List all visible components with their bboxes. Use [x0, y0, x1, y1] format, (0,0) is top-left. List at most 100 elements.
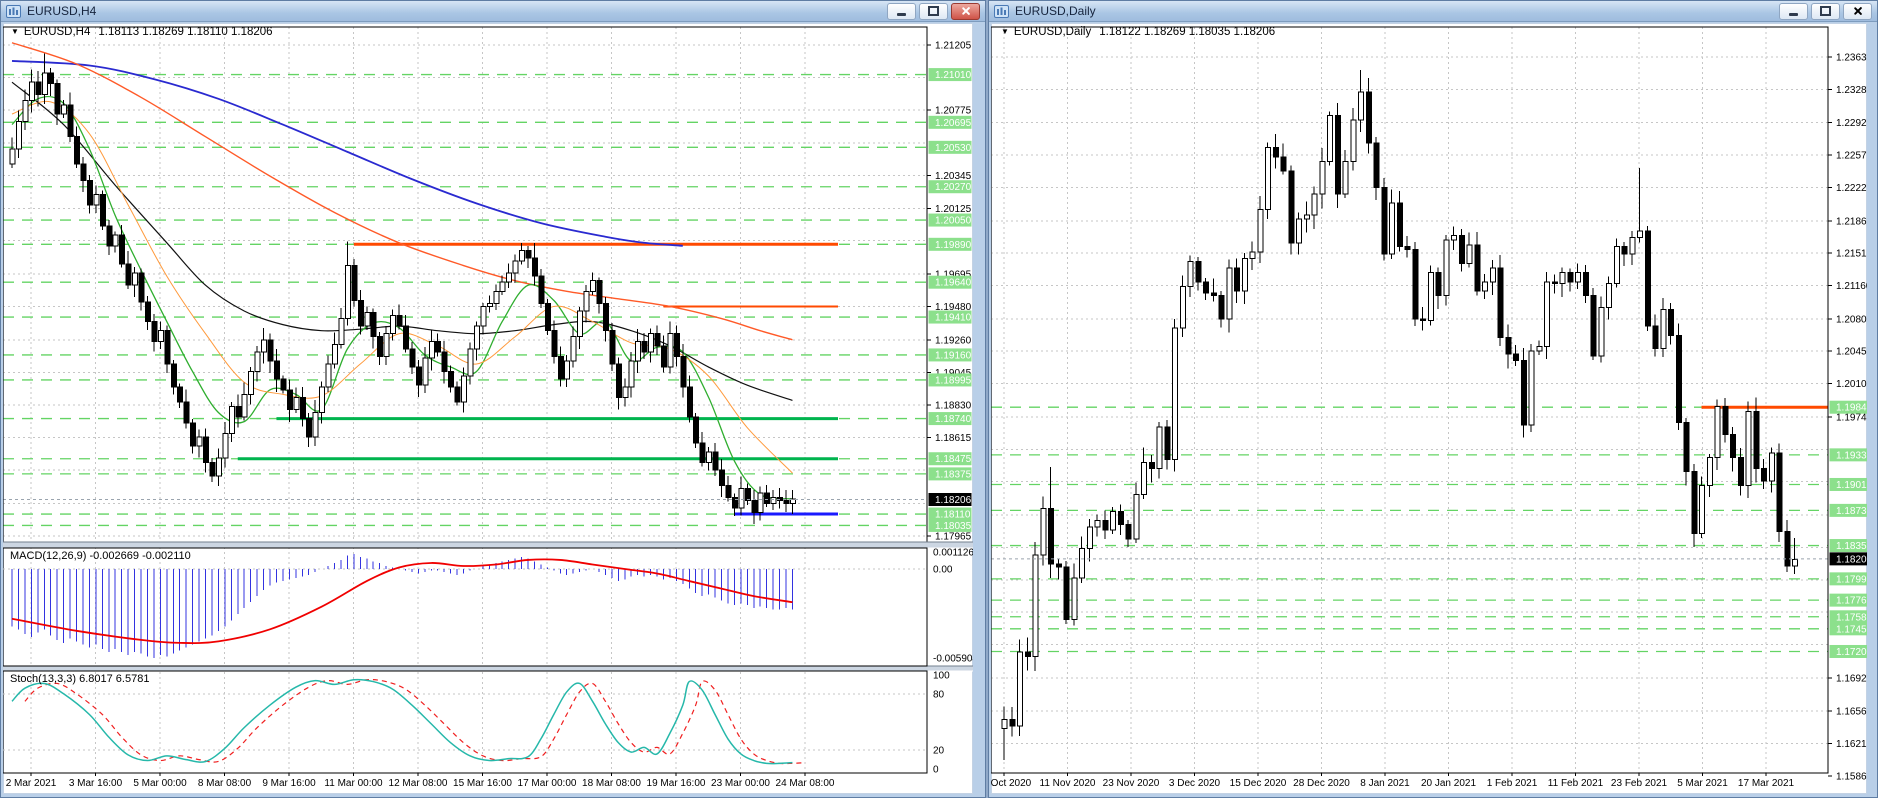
svg-text:0: 0	[933, 765, 939, 776]
ma-red	[11, 42, 793, 341]
chart-canvas-daily[interactable]: 1.23630 1.23280 1.22920 1.22570 1.22220 1.218…	[991, 23, 1867, 794]
level-lines[interactable]	[237, 242, 838, 516]
svg-text:1.19640: 1.19640	[935, 278, 972, 289]
window-eurusd-daily[interactable]: EURUSD,Daily 1.23630 1.23280 1.22920 1.2257…	[988, 0, 1878, 798]
time-axis-label: 3 Mar 16:00	[68, 778, 123, 789]
price-axis: 1.21205 1.20775 1.20345 1.20125 1.19695 1.194…	[927, 41, 973, 776]
time-axis-daily: 30 Oct 2020 11 Nov 2020 23 Nov 2020 3 Dec 2…	[991, 775, 1867, 793]
window-title: EURUSD,Daily	[1015, 4, 1096, 18]
time-axis-label: 1 Feb 2021	[1486, 778, 1538, 789]
time-axis-label: 19 Mar 16:00	[646, 778, 706, 789]
stochastic-pane	[3, 678, 927, 765]
time-axis-label: 30 Oct 2020	[991, 778, 1032, 789]
svg-text:1.19010: 1.19010	[1836, 480, 1867, 491]
svg-text:1.20800: 1.20800	[1836, 314, 1867, 325]
time-axis-label: 28 Dec 2020	[1293, 778, 1350, 789]
svg-text:1.17205: 1.17205	[1836, 647, 1867, 658]
time-axis-label: 17 Mar 2021	[1737, 778, 1795, 789]
svg-text:1.19260: 1.19260	[935, 335, 972, 346]
svg-text:1.21160: 1.21160	[1836, 281, 1867, 292]
time-axis-label: 8 Mar 08:00	[197, 778, 252, 789]
candles-layer	[1001, 69, 1798, 761]
stoch-indicator-label: Stoch(13,3,3) 6.8017 6.5781	[10, 673, 150, 685]
svg-text:1.16920: 1.16920	[1836, 673, 1867, 684]
svg-text:1.18206: 1.18206	[1836, 554, 1867, 565]
svg-text:100: 100	[933, 671, 950, 682]
svg-text:1.18830: 1.18830	[935, 400, 972, 411]
svg-text:1.20345: 1.20345	[935, 171, 972, 182]
svg-text:1.19890: 1.19890	[935, 240, 972, 251]
ohlc-values: 1.18113 1.18269 1.18110 1.18206	[98, 26, 273, 38]
svg-text:1.18475: 1.18475	[935, 454, 972, 465]
ma-blue	[11, 60, 683, 247]
svg-text:1.19045: 1.19045	[935, 368, 972, 379]
time-axis-label: 8 Jan 2021	[1360, 778, 1410, 789]
svg-text:1.20775: 1.20775	[935, 106, 972, 117]
ohlc-values: 1.18122 1.18269 1.18035 1.18206	[1099, 26, 1276, 38]
svg-text:1.19845: 1.19845	[1836, 403, 1867, 414]
restore-button[interactable]	[1811, 2, 1840, 20]
svg-text:1.21205: 1.21205	[935, 41, 972, 52]
time-axis-label: 15 Mar 16:00	[453, 778, 512, 789]
svg-text:1.21010: 1.21010	[935, 70, 972, 81]
chart-symbol-label: EURUSD,H4	[23, 26, 91, 38]
time-axis-label: 11 Feb 2021	[1547, 778, 1604, 789]
svg-text:1.20050: 1.20050	[935, 216, 972, 227]
svg-text:1.15860: 1.15860	[1836, 771, 1867, 782]
dashed-support-levels	[991, 406, 1828, 653]
close-button[interactable]	[951, 2, 980, 20]
svg-text:1.20530: 1.20530	[935, 143, 972, 154]
chart-canvas-h4[interactable]: 1.21205 1.20775 1.20345 1.20125 1.19695 1.194…	[3, 23, 973, 794]
svg-text:80: 80	[933, 689, 945, 700]
symbol-dropdown-arrow[interactable]: ▼	[1001, 27, 1009, 36]
svg-text:1.18206: 1.18206	[935, 495, 972, 506]
ma-black	[11, 81, 793, 401]
svg-text:1.19695: 1.19695	[935, 269, 972, 280]
time-axis-label: 3 Dec 2020	[1168, 778, 1221, 789]
svg-text:1.20100: 1.20100	[1836, 379, 1867, 390]
time-axis-label: 18 Mar 08:00	[582, 778, 641, 789]
time-axis-label: 15 Dec 2020	[1229, 778, 1287, 789]
chart-window-icon	[994, 4, 1009, 18]
vertical-gridlines	[1003, 27, 1767, 776]
svg-text:1.18730: 1.18730	[1836, 506, 1867, 517]
restore-button[interactable]	[919, 2, 948, 20]
symbol-dropdown-arrow[interactable]: ▼	[11, 27, 19, 36]
svg-text:1.20125: 1.20125	[935, 204, 972, 215]
pane-borders	[3, 26, 973, 774]
svg-text:20: 20	[933, 746, 945, 757]
time-axis-label: 12 Mar 08:00	[388, 778, 448, 789]
minimize-button[interactable]	[887, 2, 916, 20]
svg-text:1.20450: 1.20450	[1836, 347, 1867, 358]
svg-text:1.21860: 1.21860	[1836, 216, 1867, 227]
window-eurusd-h4[interactable]: EURUSD,H4 1.21205 1.20775 1.20345 1.20125 1.…	[0, 0, 986, 798]
time-axis-label: 23 Mar 00:00	[711, 778, 770, 789]
titlebar-eurusd-h4[interactable]: EURUSD,H4	[1, 1, 985, 22]
svg-text:1.22920: 1.22920	[1836, 118, 1867, 129]
candles-layer	[9, 53, 796, 524]
time-axis-label: 23 Nov 2020	[1102, 778, 1160, 789]
macd-signal-line	[11, 558, 793, 645]
svg-text:1.18110: 1.18110	[935, 510, 971, 521]
window-title: EURUSD,H4	[27, 4, 97, 18]
titlebar-eurusd-daily[interactable]: EURUSD,Daily	[989, 1, 1877, 22]
time-axis-label: 9 Mar 16:00	[262, 778, 316, 789]
svg-text:1.17990: 1.17990	[1836, 574, 1867, 585]
svg-text:1.23630: 1.23630	[1836, 52, 1867, 63]
price-axis: 1.23630 1.23280 1.22920 1.22570 1.22220 1.218…	[1828, 52, 1867, 782]
svg-text:1.18740: 1.18740	[935, 414, 972, 425]
stoch-k-line	[11, 678, 793, 765]
svg-text:-0.005904: -0.005904	[933, 654, 973, 665]
svg-text:1.19740: 1.19740	[1836, 412, 1867, 423]
minimize-button[interactable]	[1779, 2, 1808, 20]
svg-text:1.19160: 1.19160	[935, 350, 972, 361]
time-axis-label: 17 Mar 00:00	[517, 778, 577, 789]
svg-text:1.19330: 1.19330	[1836, 450, 1867, 461]
svg-text:1.16560: 1.16560	[1836, 707, 1867, 718]
macd-indicator-label: MACD(12,26,9) -0.002669 -0.002110	[10, 550, 191, 562]
close-button[interactable]	[1843, 2, 1872, 20]
svg-text:1.17965: 1.17965	[935, 532, 972, 543]
svg-text:1.23280: 1.23280	[1836, 85, 1867, 96]
chart-symbol-label: EURUSD,Daily	[1013, 26, 1092, 38]
